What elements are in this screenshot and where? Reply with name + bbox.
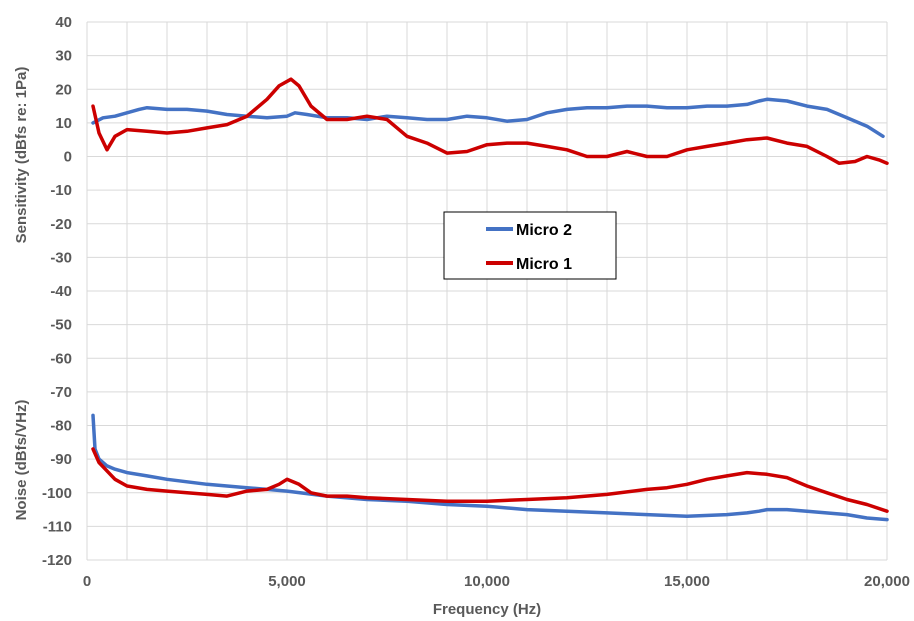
y-tick-label: 30 xyxy=(55,48,72,65)
series-line-micro-1-noise xyxy=(91,447,889,513)
legend-label-micro-1: Micro 1 xyxy=(516,256,572,273)
y-tick-label: 20 xyxy=(55,81,72,98)
y-tick-label: 40 xyxy=(55,14,72,31)
x-tick-label: 5,000 xyxy=(268,573,306,590)
x-tick-label: 15,000 xyxy=(664,573,710,590)
y-tick-label: -50 xyxy=(50,317,72,334)
y-axis-label-sensitivity: Sensitivity (dBfs re: 1Pa) xyxy=(13,67,30,244)
y-tick-label: -40 xyxy=(50,283,72,300)
y-tick-label: -20 xyxy=(50,216,72,233)
series-line-micro-2-sensitivity xyxy=(91,97,885,139)
series-line-micro-1-sensitivity xyxy=(91,77,889,165)
y-tick-label: -30 xyxy=(50,249,72,266)
x-tick-label: 20,000 xyxy=(864,573,910,590)
y-tick-label: -60 xyxy=(50,350,72,367)
y-tick-label: 10 xyxy=(55,115,72,132)
legend: Micro 2 Micro 1 xyxy=(443,211,617,280)
x-tick-label: 10,000 xyxy=(464,573,510,590)
y-tick-label: 0 xyxy=(64,149,72,166)
legend-label-micro-2: Micro 2 xyxy=(516,222,572,239)
y-tick-label: -70 xyxy=(50,384,72,401)
y-tick-label: -10 xyxy=(50,182,72,199)
series-layer xyxy=(91,77,889,522)
y-tick-label: -80 xyxy=(50,418,72,435)
y-axis-label-noise: Noise (dBfs/VHz) xyxy=(13,400,30,521)
x-tick-label: 0 xyxy=(83,573,91,590)
y-tick-label: -90 xyxy=(50,451,72,468)
legend-box xyxy=(443,211,617,280)
series-line-micro-2-noise xyxy=(91,413,889,522)
y-tick-label: -110 xyxy=(43,518,72,535)
y-tick-labels: 40 30 20 10 0 -10 -20 -30 -40 -50 -60 -70 -80 -90 -100… xyxy=(42,14,72,569)
gridlines xyxy=(86,21,888,561)
x-axis-label: Frequency (Hz) xyxy=(433,601,541,618)
x-tick-labels: 0 5,000 10,000 15,000 20,000 xyxy=(83,573,910,590)
y-tick-label: -120 xyxy=(42,552,72,569)
y-tick-label: -100 xyxy=(42,485,72,502)
